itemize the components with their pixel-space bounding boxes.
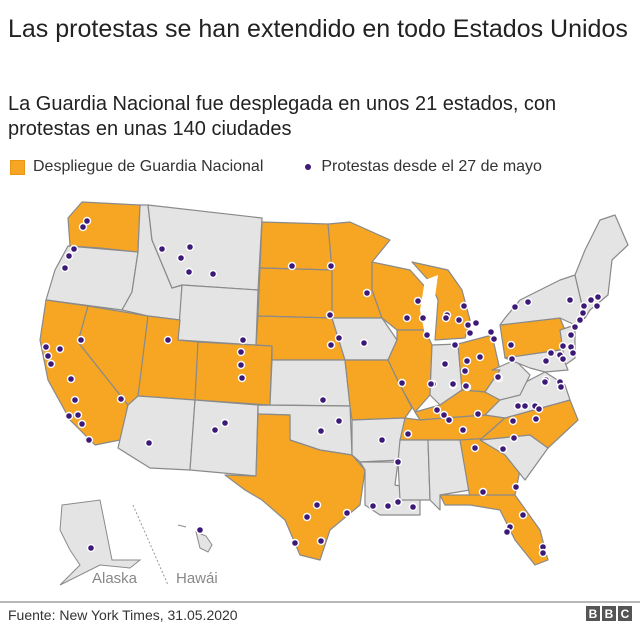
inset-divider <box>132 504 169 586</box>
state-florida <box>439 494 549 566</box>
bbc-logo-b1: B <box>586 606 600 621</box>
hawaii-label: Hawái <box>176 570 218 587</box>
chart-title: Las protestas se han extendido en todo E… <box>8 15 628 43</box>
state-wyoming <box>177 284 259 346</box>
protest-dots <box>41 216 603 558</box>
legend: Despliegue de Guardia Nacional Protestas… <box>10 158 542 176</box>
state-texas <box>224 413 366 561</box>
source-text: Fuente: New York Times, 31.05.2020 <box>8 607 238 623</box>
state-mississippi <box>397 439 431 501</box>
state-new-england <box>574 214 629 319</box>
state-hawaii <box>177 524 213 553</box>
state-alaska <box>59 499 142 586</box>
protest-dot-icon <box>305 164 312 170</box>
state-new-mexico <box>189 399 259 477</box>
alaska-label: Alaska <box>92 570 138 587</box>
state-north-dakota <box>259 221 333 271</box>
state-arizona <box>117 395 196 471</box>
state-louisiana <box>359 461 421 516</box>
state-south-dakota <box>257 267 333 319</box>
bbc-logo-c: C <box>618 606 632 621</box>
state-kansas <box>269 359 351 407</box>
bbc-logo: B B C <box>586 606 632 621</box>
chart-subtitle: La Guardia Nacional fue desplegada en un… <box>8 93 557 140</box>
guard-swatch-icon <box>10 159 25 175</box>
us-map <box>39 201 629 586</box>
bbc-logo-b2: B <box>602 606 616 621</box>
state-oregon <box>45 245 139 311</box>
legend-protest-label: Protestas desde el 27 de mayo <box>321 158 542 175</box>
state-colorado <box>194 341 273 406</box>
legend-guard-label: Despliegue de Guardia Nacional <box>33 158 264 175</box>
footer-divider <box>0 601 640 603</box>
